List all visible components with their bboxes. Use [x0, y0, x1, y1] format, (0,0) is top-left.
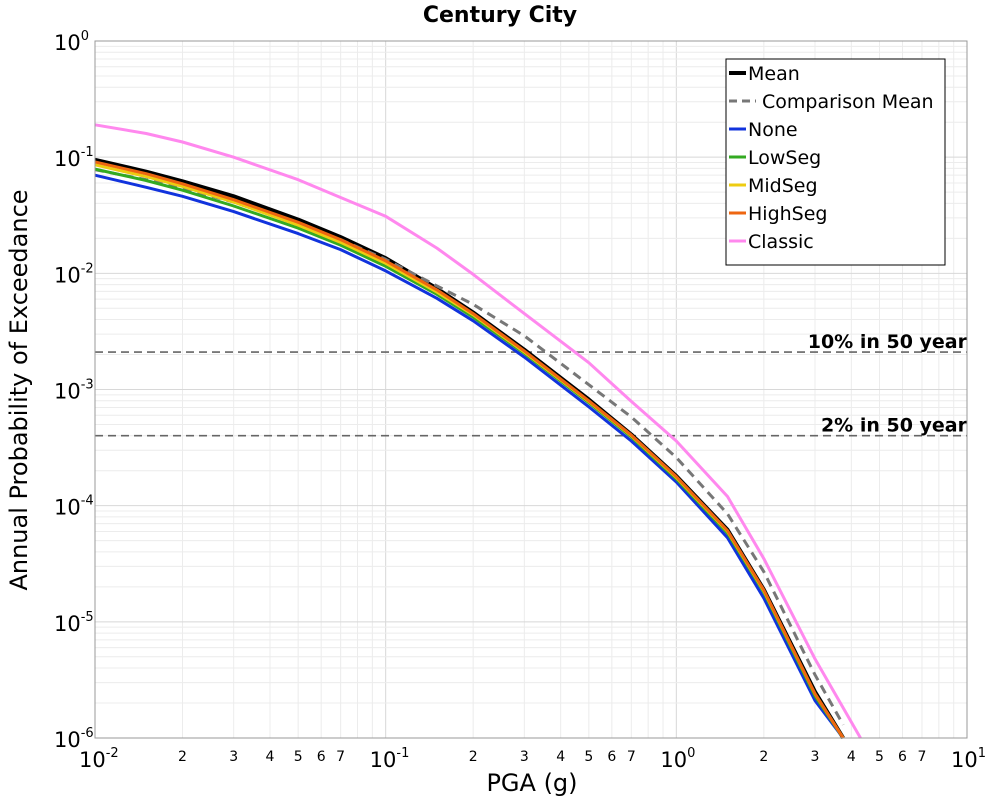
y-tick-label: 10-1 — [54, 145, 94, 171]
x-tick-label: 10-2 — [79, 746, 119, 772]
x-minor-tick-label: 6 — [898, 749, 907, 765]
x-minor-tick-label: 6 — [607, 749, 616, 765]
legend-box — [725, 58, 946, 266]
x-minor-tick-label: 7 — [336, 749, 345, 765]
x-minor-tick-label: 6 — [317, 749, 326, 765]
x-minor-tick-label: 4 — [266, 749, 275, 765]
x-minor-tick-label: 7 — [918, 749, 927, 765]
y-tick-label: 10-4 — [54, 494, 94, 520]
y-tick-label: 10-2 — [54, 261, 94, 287]
reference-lines: 10% in 50 year 2% in 50 year — [95, 331, 968, 437]
legend-label: Mean — [748, 63, 800, 85]
x-minor-tick-label: 7 — [627, 749, 636, 765]
x-minor-tick-label: 2 — [759, 749, 768, 765]
x-minor-tick-label: 5 — [294, 749, 303, 765]
legend-label: MidSeg — [748, 175, 818, 197]
plot-frame — [94, 40, 968, 739]
y-tick-label: 10-6 — [54, 726, 94, 752]
legend-label: HighSeg — [748, 203, 827, 225]
reference-line-label: 2% in 50 year — [821, 415, 968, 437]
y-axis-label: Annual Probability of Exceedance — [5, 189, 33, 590]
series-line-highseg — [94, 160, 845, 739]
y-tick-label: 10-5 — [54, 610, 94, 636]
series-line-classic — [94, 123, 862, 739]
x-minor-tick-label: 3 — [520, 749, 529, 765]
x-minor-tick-label: 3 — [229, 749, 238, 765]
reference-line-label: 10% in 50 year — [808, 331, 968, 353]
chart-title: Century City — [423, 3, 577, 28]
legend-label: Comparison Mean — [762, 91, 934, 113]
x-minor-tick-label: 2 — [178, 749, 187, 765]
legend: Mean Comparison Mean None LowSeg MidSeg HighS… — [725, 58, 946, 266]
legend-label: Classic — [748, 231, 814, 253]
x-tick-label: 10-1 — [370, 746, 410, 772]
y-tick-label: 10-3 — [54, 378, 94, 404]
x-minor-tick-label: 5 — [584, 749, 593, 765]
x-tick-label: 100 — [660, 746, 695, 772]
x-minor-tick-label: 5 — [875, 749, 884, 765]
x-minor-tick-label: 4 — [847, 749, 856, 765]
x-tick-label: 101 — [951, 746, 986, 772]
x-minor-tick-label: 3 — [811, 749, 820, 765]
x-minor-tick-label: 4 — [556, 749, 565, 765]
legend-label: LowSeg — [748, 147, 821, 169]
legend-label: None — [748, 119, 798, 141]
series-line-none — [94, 173, 845, 739]
x-minor-tick-label: 2 — [469, 749, 478, 765]
y-tick-label: 100 — [54, 29, 89, 55]
series-lines — [94, 123, 862, 740]
x-axis-label: PGA (g) — [486, 769, 577, 797]
